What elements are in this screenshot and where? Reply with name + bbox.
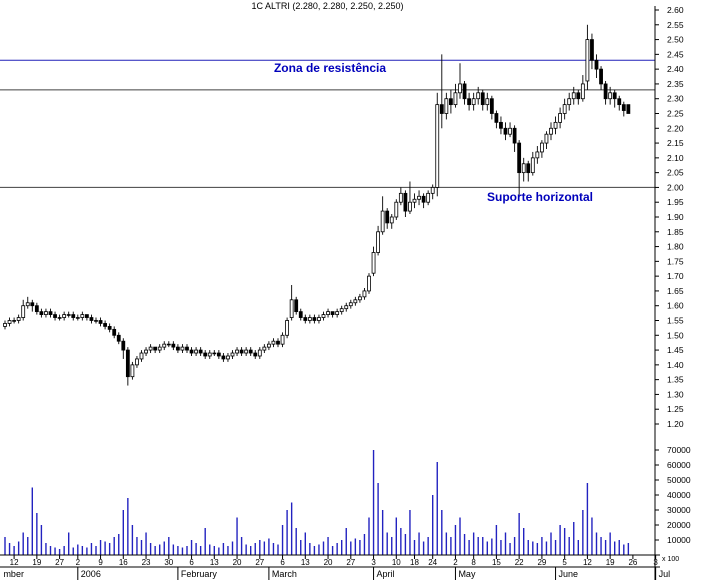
svg-text:2: 2 <box>453 558 458 567</box>
svg-text:5: 5 <box>562 558 567 567</box>
svg-text:18: 18 <box>410 558 419 567</box>
svg-text:mber: mber <box>3 569 24 579</box>
svg-text:30000: 30000 <box>667 505 691 515</box>
svg-text:February: February <box>181 569 218 579</box>
svg-text:2.15: 2.15 <box>667 138 684 148</box>
svg-text:1.30: 1.30 <box>667 389 684 399</box>
svg-text:22: 22 <box>515 558 524 567</box>
svg-text:29: 29 <box>537 558 546 567</box>
svg-text:Jul: Jul <box>659 569 671 579</box>
svg-text:1.90: 1.90 <box>667 212 684 222</box>
resistance-zone-label: Zona de resistência <box>273 61 387 75</box>
svg-text:2.35: 2.35 <box>667 79 684 89</box>
svg-text:2006: 2006 <box>81 569 101 579</box>
svg-text:1.40: 1.40 <box>667 360 684 370</box>
svg-text:50000: 50000 <box>667 475 691 485</box>
svg-text:June: June <box>559 569 579 579</box>
chart-title: 1C ALTRI (2.280, 2.280, 2.250, 2.250) <box>251 1 404 11</box>
svg-text:23: 23 <box>142 558 151 567</box>
svg-text:2.50: 2.50 <box>667 35 684 45</box>
svg-text:1.55: 1.55 <box>667 316 684 326</box>
svg-text:8: 8 <box>471 558 476 567</box>
svg-text:3: 3 <box>653 558 658 567</box>
svg-text:19: 19 <box>32 558 41 567</box>
svg-text:70000: 70000 <box>667 445 691 455</box>
svg-text:1.45: 1.45 <box>667 345 684 355</box>
svg-text:2.05: 2.05 <box>667 168 684 178</box>
svg-text:2.10: 2.10 <box>667 153 684 163</box>
svg-text:1.95: 1.95 <box>667 197 684 207</box>
svg-text:60000: 60000 <box>667 460 691 470</box>
svg-text:2.60: 2.60 <box>667 5 684 15</box>
svg-text:12: 12 <box>10 558 19 567</box>
svg-text:13: 13 <box>301 558 310 567</box>
svg-text:1.80: 1.80 <box>667 242 684 252</box>
svg-text:6: 6 <box>189 558 194 567</box>
svg-text:19: 19 <box>606 558 615 567</box>
svg-text:2.45: 2.45 <box>667 49 684 59</box>
horizontal-support-label: Suporte horizontal <box>487 190 593 204</box>
svg-text:15: 15 <box>492 558 501 567</box>
svg-text:1.75: 1.75 <box>667 256 684 266</box>
svg-text:1.60: 1.60 <box>667 301 684 311</box>
svg-text:1.65: 1.65 <box>667 286 684 296</box>
svg-text:1.70: 1.70 <box>667 271 684 281</box>
svg-text:16: 16 <box>119 558 128 567</box>
svg-text:April: April <box>377 569 395 579</box>
svg-text:3: 3 <box>371 558 376 567</box>
svg-text:20: 20 <box>324 558 333 567</box>
svg-text:May: May <box>458 569 476 579</box>
svg-text:27: 27 <box>255 558 264 567</box>
svg-text:10000: 10000 <box>667 535 691 545</box>
svg-text:20000: 20000 <box>667 520 691 530</box>
svg-text:2.20: 2.20 <box>667 123 684 133</box>
svg-text:30: 30 <box>164 558 173 567</box>
svg-text:1.35: 1.35 <box>667 375 684 385</box>
svg-text:1.25: 1.25 <box>667 404 684 414</box>
svg-text:1.50: 1.50 <box>667 330 684 340</box>
svg-text:1.20: 1.20 <box>667 419 684 429</box>
svg-text:20: 20 <box>233 558 242 567</box>
svg-text:March: March <box>272 569 297 579</box>
svg-text:27: 27 <box>55 558 64 567</box>
svg-text:2.55: 2.55 <box>667 20 684 30</box>
svg-text:2.30: 2.30 <box>667 94 684 104</box>
svg-text:2: 2 <box>76 558 81 567</box>
svg-text:12: 12 <box>583 558 592 567</box>
svg-text:1.85: 1.85 <box>667 227 684 237</box>
svg-text:2.00: 2.00 <box>667 182 684 192</box>
svg-text:27: 27 <box>346 558 355 567</box>
svg-text:13: 13 <box>210 558 219 567</box>
svg-text:2.40: 2.40 <box>667 64 684 74</box>
svg-text:40000: 40000 <box>667 490 691 500</box>
svg-text:x 100: x 100 <box>662 556 679 563</box>
svg-text:24: 24 <box>428 558 437 567</box>
svg-text:2.25: 2.25 <box>667 109 684 119</box>
svg-text:9: 9 <box>98 558 103 567</box>
svg-text:6: 6 <box>280 558 285 567</box>
svg-text:10: 10 <box>392 558 401 567</box>
svg-text:26: 26 <box>628 558 637 567</box>
